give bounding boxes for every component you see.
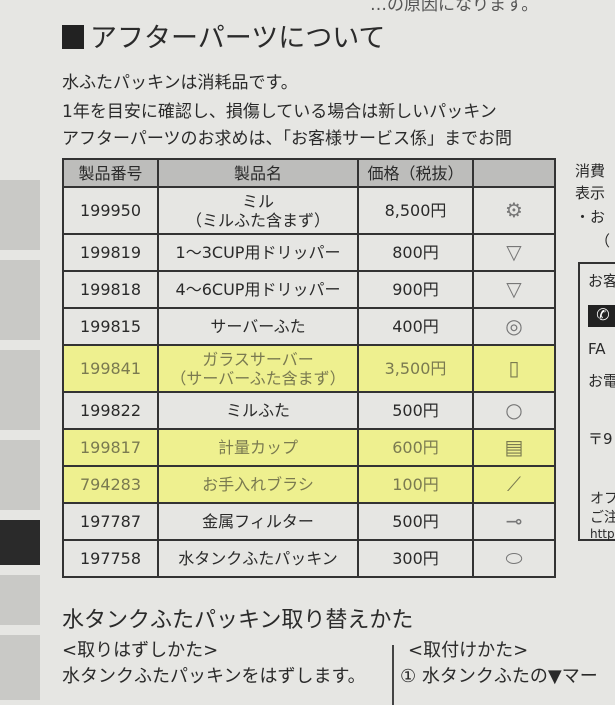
side-text: 消費 (575, 162, 606, 180)
side-text: お客 (588, 272, 615, 290)
product-name: 計量カップ (157, 428, 359, 467)
product-price: 800円 (357, 233, 474, 272)
product-code: 197787 (62, 502, 159, 541)
table-row: 199818 4～6CUP用ドリッパー 900円 ▽ (62, 270, 556, 309)
paragraph: 1年を目安に確認し、損傷している場合は新しいパッキン (62, 102, 497, 122)
mill-icon: ⚙ (472, 186, 556, 235)
metal-filter-icon: ⊸ (472, 502, 556, 541)
product-name: お手入れブラシ (157, 465, 359, 504)
side-text: 表示 (575, 184, 606, 202)
page-edge-dark (0, 520, 40, 565)
table-row: 794283 お手入れブラシ 100円 ⟋ (62, 465, 556, 504)
table-row: 197758 水タンクふたパッキン 300円 ⬭ (62, 539, 556, 578)
product-price: 8,500円 (357, 186, 474, 235)
replace-title: 水タンクふたパッキン取り替えかた (62, 608, 414, 633)
page-edge (0, 260, 40, 340)
side-text: お電 (588, 372, 615, 390)
product-code: 199841 (62, 344, 159, 393)
product-price: 500円 (357, 391, 474, 430)
product-name: 水タンクふたパッキン (157, 539, 359, 578)
page-edge (0, 180, 40, 250)
square-bullet-icon (62, 25, 84, 49)
measuring-cup-icon: ▤ (472, 428, 556, 467)
header-name: 製品名 (157, 158, 359, 188)
side-text: ・お (575, 208, 606, 226)
product-name: 1～3CUP用ドリッパー (157, 233, 359, 272)
side-text: FA (588, 340, 606, 358)
remove-text: 水タンクふたパッキンをはずします。 (62, 666, 366, 687)
column-divider (392, 645, 394, 705)
table-row: 199819 1～3CUP用ドリッパー 800円 ▽ (62, 233, 556, 272)
side-text: （ (595, 232, 611, 250)
product-name: 4～6CUP用ドリッパー (157, 270, 359, 309)
table-row: 199950 ミル （ミルふた含まず） 8,500円 ⚙ (62, 186, 556, 235)
page-edge (0, 575, 40, 625)
page-edge (0, 635, 40, 700)
product-code: 197758 (62, 539, 159, 578)
product-code: 199815 (62, 307, 159, 346)
parts-table: 製品番号 製品名 価格（税抜） 199950 ミル （ミルふた含まず） 8,500円… (62, 158, 556, 578)
section-title-text: アフターパーツについて (90, 23, 386, 54)
table-row: 199815 サーバーふた 400円 ◎ (62, 307, 556, 346)
product-price: 400円 (357, 307, 474, 346)
dripper-icon: ▽ (472, 233, 556, 272)
top-fragment: …の原因になります。 (370, 0, 539, 15)
product-code: 199819 (62, 233, 159, 272)
glass-server-icon: ▯ (472, 344, 556, 393)
product-name: ミル （ミルふた含まず） (157, 186, 359, 235)
header-code: 製品番号 (62, 158, 159, 188)
product-code: 199818 (62, 270, 159, 309)
product-price: 3,500円 (357, 344, 474, 393)
page-edge (0, 350, 40, 430)
mill-lid-icon: ○ (472, 391, 556, 430)
side-text: http (590, 527, 615, 541)
paragraph: アフターパーツのお求めは、「お客様サービス係」までお問 (62, 129, 512, 149)
table-row: 197787 金属フィルター 500円 ⊸ (62, 502, 556, 541)
table-row: 199822 ミルふた 500円 ○ (62, 391, 556, 430)
paragraph: 水ふたパッキンは消耗品です。 (62, 73, 298, 93)
attach-text: ① 水タンクふたの▼マー (400, 666, 598, 687)
section-title: アフターパーツについて (62, 16, 385, 55)
brush-icon: ⟋ (472, 465, 556, 504)
free-dial-icon: ✆ (588, 305, 615, 327)
product-price: 500円 (357, 502, 474, 541)
product-name: 金属フィルター (157, 502, 359, 541)
attach-heading: <取付けかた> (408, 640, 529, 661)
page-edge (0, 440, 40, 510)
product-price: 600円 (357, 428, 474, 467)
product-price: 900円 (357, 270, 474, 309)
table-row: 199841 ガラスサーバー （サーバーふた含まず） 3,500円 ▯ (62, 344, 556, 393)
product-name: ガラスサーバー （サーバーふた含まず） (157, 344, 359, 393)
product-code: 794283 (62, 465, 159, 504)
product-price: 100円 (357, 465, 474, 504)
product-code: 199822 (62, 391, 159, 430)
header-image (472, 158, 556, 188)
side-text: ご注 (590, 510, 615, 526)
gasket-icon: ⬭ (472, 539, 556, 578)
product-name: サーバーふた (157, 307, 359, 346)
remove-heading: <取りはずしかた> (62, 640, 219, 661)
contact-box (578, 262, 615, 541)
side-text: オフ (590, 491, 615, 507)
product-code: 199817 (62, 428, 159, 467)
dripper-icon: ▽ (472, 270, 556, 309)
product-name: ミルふた (157, 391, 359, 430)
side-text: 〒9 (588, 430, 613, 448)
product-code: 199950 (62, 186, 159, 235)
header-price: 価格（税抜） (357, 158, 474, 188)
table-row: 199817 計量カップ 600円 ▤ (62, 428, 556, 467)
product-price: 300円 (357, 539, 474, 578)
server-lid-icon: ◎ (472, 307, 556, 346)
